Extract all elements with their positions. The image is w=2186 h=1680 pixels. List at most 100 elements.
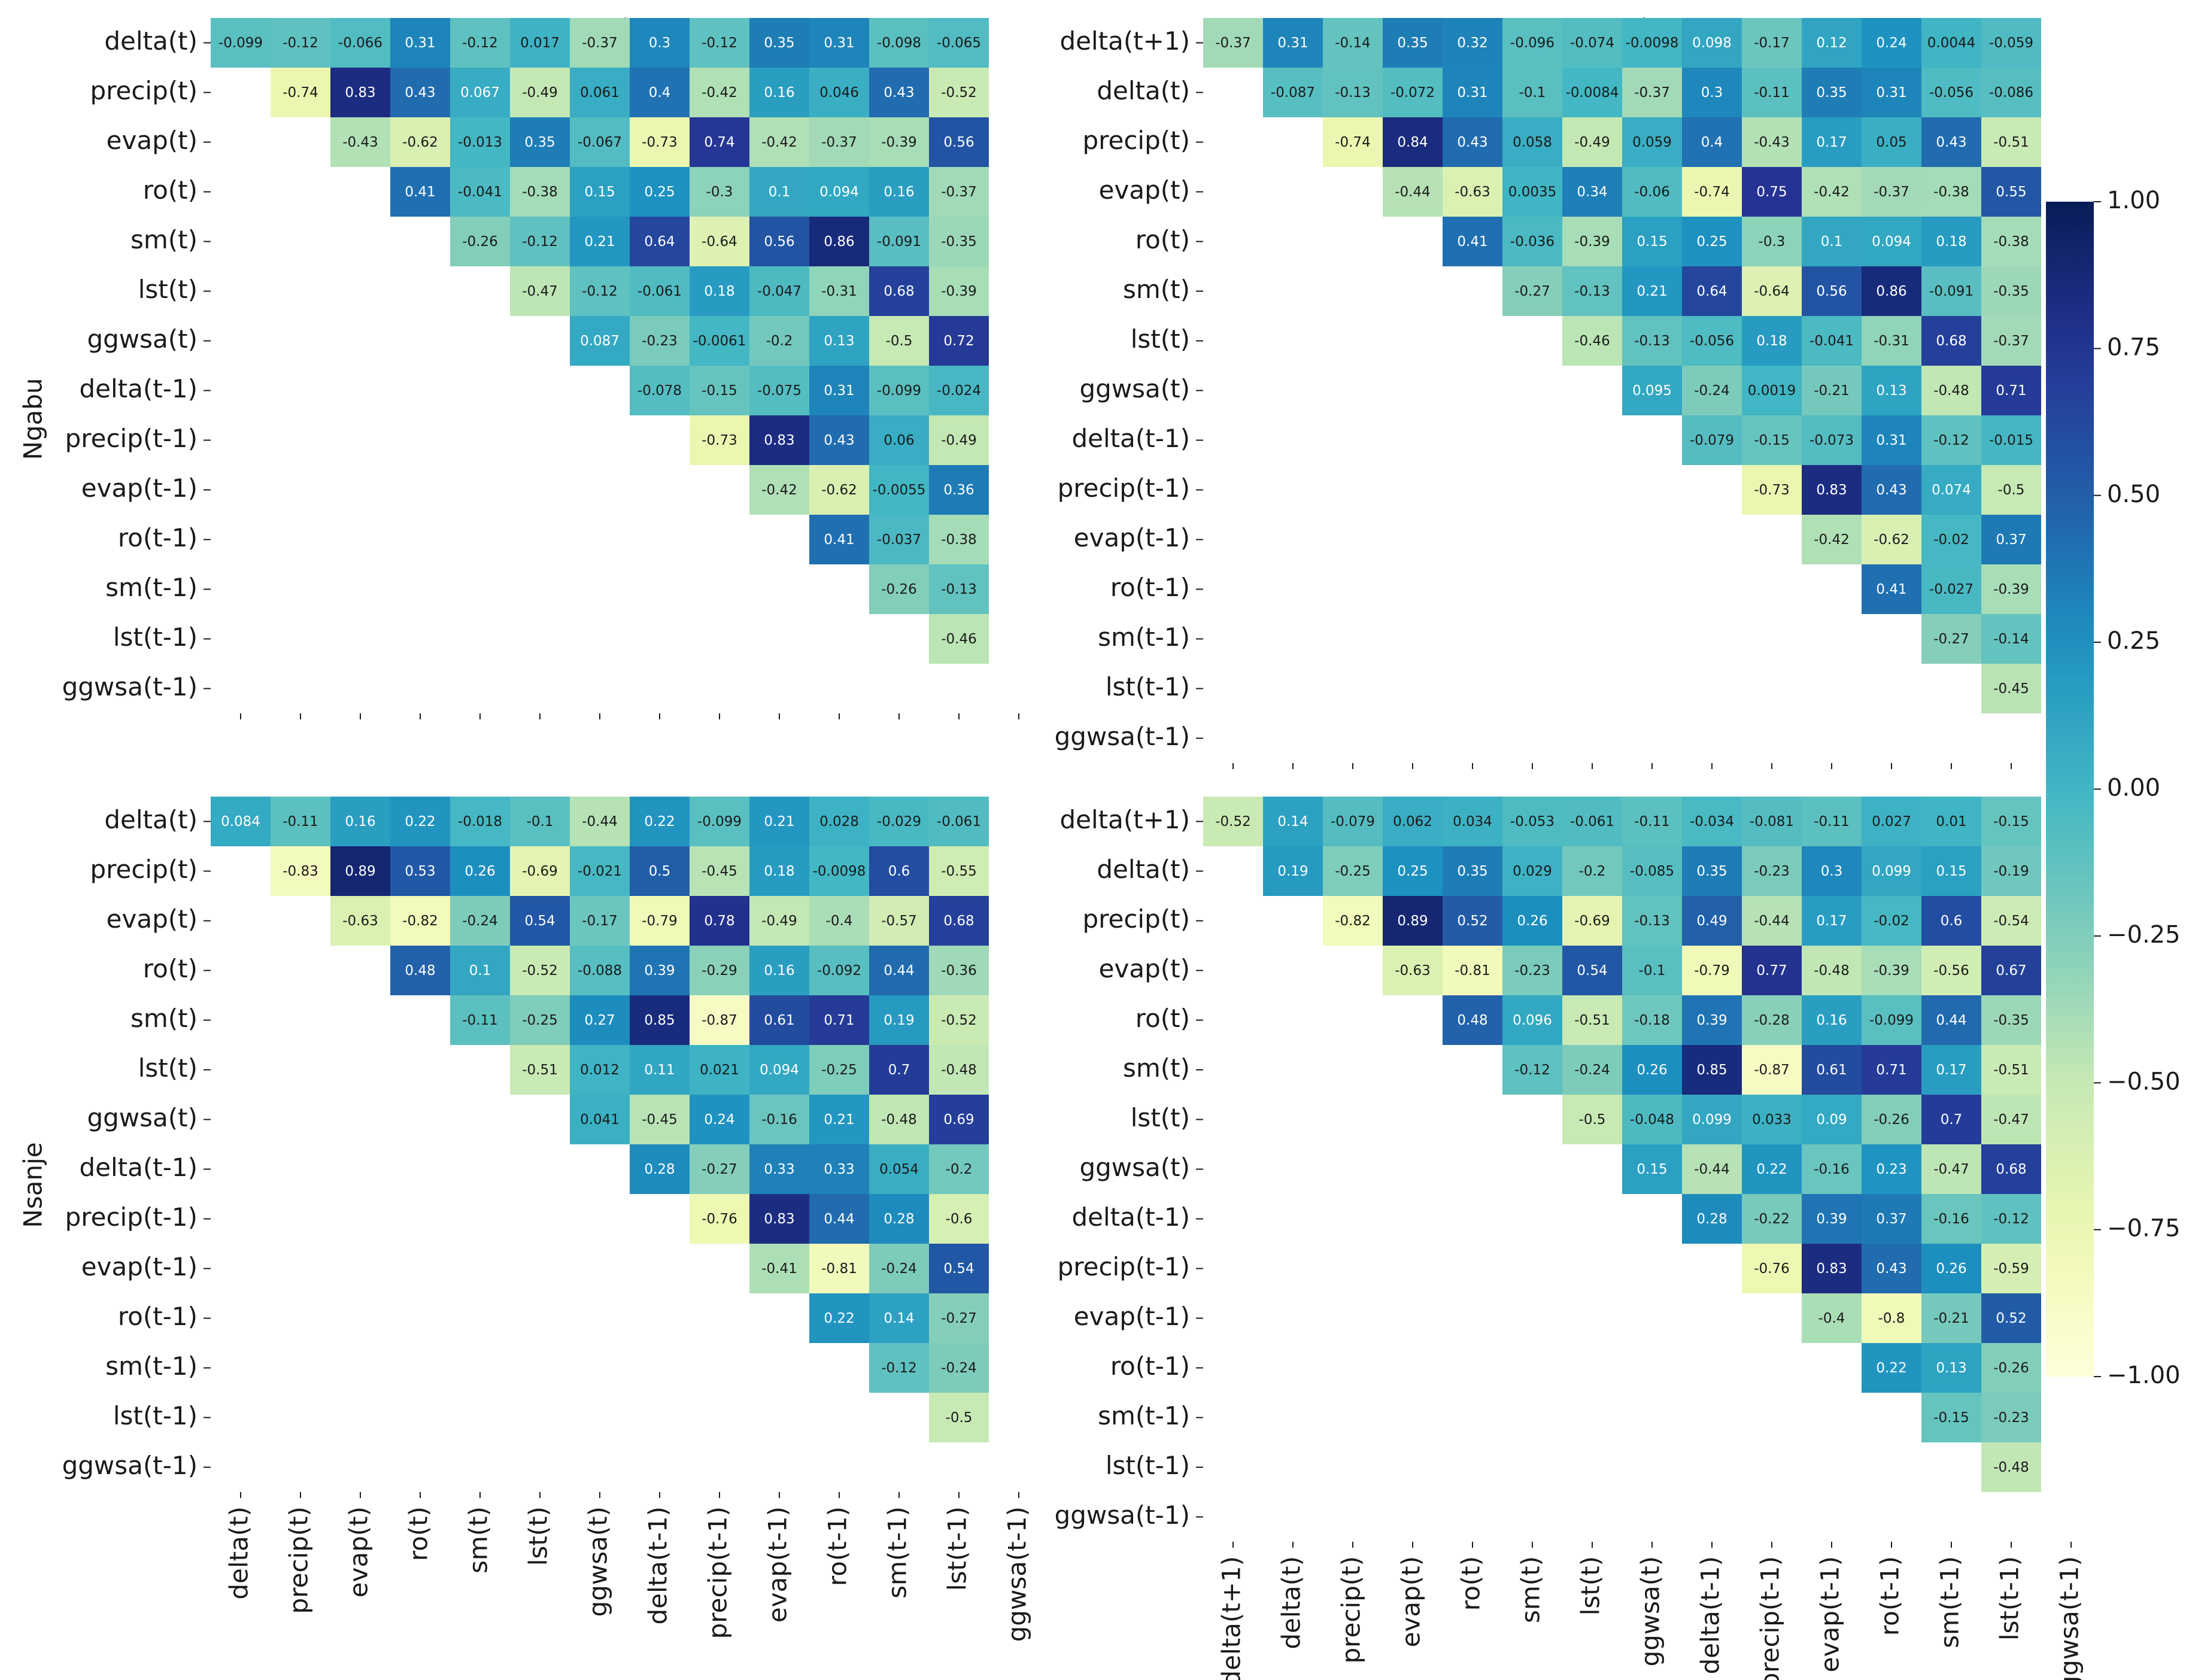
heatmap-cell — [690, 266, 749, 316]
heatmap-cell — [690, 18, 749, 68]
heatmap-cell — [1921, 1244, 1981, 1293]
heatmap-cell — [1682, 18, 1742, 68]
cell-value-label: -0.18 — [1634, 1013, 1670, 1028]
cell-value-label: -0.74 — [1335, 135, 1371, 150]
cell-value-label: 0.059 — [1632, 135, 1672, 150]
column-label: precip(t) — [284, 1506, 314, 1614]
heatmap-cell — [510, 167, 570, 217]
row-label: ggwsa(t) — [87, 324, 198, 354]
heatmap-cell — [1443, 896, 1502, 946]
cell-value-label: -0.24 — [1574, 1062, 1610, 1078]
heatmap-cell — [1981, 1343, 2041, 1393]
cell-value-label: -0.43 — [342, 135, 378, 150]
cell-value-label: 0.22 — [1876, 1360, 1906, 1376]
cell-value-label: -0.13 — [1335, 85, 1371, 101]
cell-value-label: -0.099 — [1869, 1013, 1914, 1028]
heatmap-cell — [1682, 1095, 1742, 1144]
heatmap-cell — [1742, 366, 1802, 415]
cell-value-label: -0.056 — [1690, 333, 1734, 349]
heatmap-cell — [869, 515, 929, 564]
heatmap-cell — [1981, 1095, 2041, 1144]
heatmap-cell — [630, 117, 690, 167]
cell-value-label: 0.21 — [764, 814, 794, 830]
heatmap-cell — [929, 1095, 989, 1144]
cell-value-label: 0.084 — [221, 814, 260, 830]
colorbar-tick-label: −0.50 — [2107, 1068, 2181, 1095]
column-label: sm(t-1) — [883, 1506, 912, 1599]
heatmap-cell — [1622, 797, 1682, 846]
heatmap-cell — [1802, 217, 1862, 266]
row-label: ro(t) — [143, 175, 198, 205]
cell-value-label: 0.22 — [1756, 1162, 1787, 1177]
heatmap-cell — [390, 797, 450, 846]
cell-value-label: 0.15 — [1637, 234, 1667, 250]
cell-value-label: -0.12 — [1993, 1211, 2029, 1227]
row-label: delta(t) — [1097, 76, 1190, 105]
column-label: sm(t) — [1516, 1556, 1546, 1623]
cell-value-label: -0.45 — [1993, 681, 2029, 697]
cell-value-label: 0.12 — [1816, 35, 1847, 51]
row-label: sm(t) — [130, 1004, 198, 1033]
heatmap-cell — [1862, 1045, 1921, 1095]
heatmap-cell — [570, 68, 630, 117]
heatmap-cell — [1921, 217, 1981, 266]
cell-value-label: 0.096 — [1513, 1013, 1552, 1028]
row-label: ro(t) — [143, 954, 198, 983]
heatmap-cell — [929, 564, 989, 614]
heatmap-cell — [1981, 664, 2041, 713]
heatmap-cell — [1921, 1095, 1981, 1144]
cell-value-label: 0.35 — [1816, 85, 1847, 101]
cell-value-label: -0.074 — [1570, 35, 1614, 51]
cell-value-label: 0.23 — [1876, 1162, 1906, 1177]
cell-value-label: -0.27 — [702, 1162, 737, 1177]
colorbar-tick-label: 0.50 — [2107, 481, 2160, 508]
row-label: ro(t-1) — [118, 1302, 198, 1331]
column-label: precip(t) — [1337, 1556, 1366, 1664]
cell-value-label: 0.16 — [764, 85, 794, 101]
cell-value-label: -0.39 — [1874, 963, 1909, 979]
heatmap-cell — [1921, 68, 1981, 117]
cell-value-label: -0.48 — [881, 1112, 917, 1128]
heatmap-cell — [1921, 896, 1981, 946]
heatmap-cell — [1383, 846, 1443, 896]
cell-value-label: -0.59 — [1993, 1261, 2029, 1277]
cell-value-label: 0.52 — [1996, 1311, 2026, 1326]
cell-value-label: 0.31 — [824, 35, 854, 51]
cell-value-label: -0.2 — [766, 333, 793, 349]
heatmap-cell — [570, 117, 630, 167]
heatmap-cell — [749, 366, 809, 415]
heatmap-cell — [1383, 896, 1443, 946]
heatmap-cell — [929, 18, 989, 68]
heatmap-cell — [1921, 1293, 1981, 1343]
heatmap-cell — [630, 995, 690, 1045]
cell-value-label: -0.1 — [527, 814, 554, 830]
heatmap-cell — [1323, 117, 1383, 167]
heatmap-cell — [630, 1144, 690, 1194]
colorbar-tick-label: −1.00 — [2107, 1362, 2181, 1389]
cell-value-label: 0.35 — [764, 35, 794, 51]
cell-value-label: -0.45 — [642, 1112, 678, 1128]
column-label: sm(t) — [464, 1506, 493, 1573]
heatmap-cell — [869, 797, 929, 846]
cell-value-label: -0.57 — [881, 913, 917, 929]
heatmap-cell — [450, 846, 510, 896]
heatmap-cell — [749, 465, 809, 515]
cell-value-label: -0.46 — [941, 631, 977, 647]
heatmap-cell — [570, 797, 630, 846]
heatmap-cell — [690, 946, 749, 995]
cell-value-label: 0.095 — [1632, 383, 1672, 399]
cell-value-label: -0.061 — [637, 284, 682, 299]
cell-value-label: 0.43 — [1457, 135, 1487, 150]
cell-value-label: -0.29 — [702, 963, 737, 979]
cell-value-label: -0.3 — [1759, 234, 1786, 250]
heatmap-cell — [1921, 167, 1981, 217]
heatmap-cell — [1742, 1244, 1802, 1293]
cell-value-label: 0.54 — [524, 913, 555, 929]
cell-value-label: -0.48 — [941, 1062, 977, 1078]
heatmap-cell — [1383, 117, 1443, 167]
heatmap-cell — [1383, 797, 1443, 846]
cell-value-label: 0.017 — [520, 35, 560, 51]
cell-value-label: 0.034 — [1453, 814, 1492, 830]
cell-value-label: -0.12 — [1514, 1062, 1550, 1078]
heatmap-cell — [510, 946, 570, 995]
